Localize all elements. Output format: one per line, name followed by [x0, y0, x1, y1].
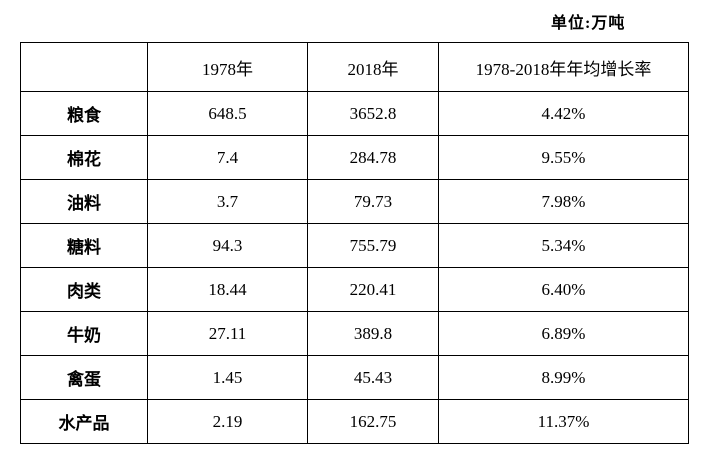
- value-2018-cell: 755.79: [307, 223, 439, 268]
- value-2018-cell: 45.43: [307, 355, 439, 400]
- value-2018-cell: 220.41: [307, 267, 439, 312]
- table-row: 肉类 18.44 220.41 6.40%: [20, 267, 689, 312]
- value-2018-cell: 389.8: [307, 311, 439, 356]
- value-2018-cell: 3652.8: [307, 91, 439, 136]
- value-1978-cell: 2.19: [147, 399, 308, 444]
- table-header: 1978年 2018年 1978-2018年年均增长率: [20, 42, 689, 92]
- category-cell: 粮食: [20, 91, 148, 136]
- column-header-growth-rate: 1978-2018年年均增长率: [438, 42, 689, 92]
- growth-rate-cell: 11.37%: [438, 399, 689, 444]
- table-row: 粮食 648.5 3652.8 4.42%: [20, 91, 689, 136]
- value-2018-cell: 284.78: [307, 135, 439, 180]
- header-row: 1978年 2018年 1978-2018年年均增长率: [20, 42, 689, 92]
- growth-rate-cell: 4.42%: [438, 91, 689, 136]
- value-1978-cell: 18.44: [147, 267, 308, 312]
- value-1978-cell: 94.3: [147, 223, 308, 268]
- value-1978-cell: 648.5: [147, 91, 308, 136]
- value-2018-cell: 79.73: [307, 179, 439, 224]
- value-1978-cell: 7.4: [147, 135, 308, 180]
- table-row: 糖料 94.3 755.79 5.34%: [20, 223, 689, 268]
- table-row: 禽蛋 1.45 45.43 8.99%: [20, 355, 689, 400]
- value-1978-cell: 1.45: [147, 355, 308, 400]
- statistics-table: 1978年 2018年 1978-2018年年均增长率 粮食 648.5 365…: [20, 42, 689, 444]
- table-body: 粮食 648.5 3652.8 4.42% 棉花 7.4 284.78 9.55…: [20, 91, 689, 444]
- category-cell: 肉类: [20, 267, 148, 312]
- growth-rate-cell: 6.89%: [438, 311, 689, 356]
- column-header-2018: 2018年: [307, 42, 439, 92]
- table-row: 牛奶 27.11 389.8 6.89%: [20, 311, 689, 356]
- table-row: 棉花 7.4 284.78 9.55%: [20, 135, 689, 180]
- table-row: 油料 3.7 79.73 7.98%: [20, 179, 689, 224]
- category-cell: 棉花: [20, 135, 148, 180]
- growth-rate-cell: 5.34%: [438, 223, 689, 268]
- category-cell: 糖料: [20, 223, 148, 268]
- column-header-1978: 1978年: [147, 42, 308, 92]
- category-cell: 水产品: [20, 399, 148, 444]
- category-cell: 禽蛋: [20, 355, 148, 400]
- column-header-category: [20, 42, 148, 92]
- growth-rate-cell: 6.40%: [438, 267, 689, 312]
- value-2018-cell: 162.75: [307, 399, 439, 444]
- category-cell: 油料: [20, 179, 148, 224]
- growth-rate-cell: 9.55%: [438, 135, 689, 180]
- unit-label: 单位:万吨: [551, 15, 626, 32]
- table-row: 水产品 2.19 162.75 11.37%: [20, 399, 689, 444]
- value-1978-cell: 27.11: [147, 311, 308, 356]
- growth-rate-cell: 8.99%: [438, 355, 689, 400]
- growth-rate-cell: 7.98%: [438, 179, 689, 224]
- value-1978-cell: 3.7: [147, 179, 308, 224]
- category-cell: 牛奶: [20, 311, 148, 356]
